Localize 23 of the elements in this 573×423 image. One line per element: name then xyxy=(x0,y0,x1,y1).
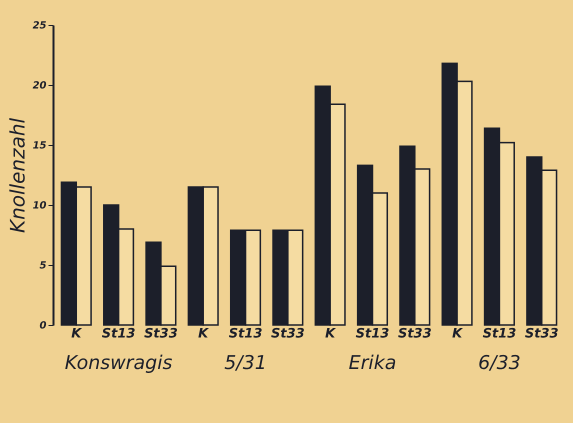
x-tick-label: K xyxy=(198,326,210,342)
x-tick-label: St33 xyxy=(144,326,178,342)
x-tick-label: St13 xyxy=(228,326,262,342)
x-tick-label: K xyxy=(325,326,336,342)
x-tick-label: St13 xyxy=(482,326,516,342)
text: Konswragis xyxy=(64,352,172,374)
x-tick-label: St33 xyxy=(398,326,432,342)
x-tick-label: St33 xyxy=(271,326,305,342)
y-axis-title: Knollenzahl xyxy=(6,118,30,234)
y-tick-label: 5 xyxy=(40,260,47,272)
x-tick-label: K xyxy=(71,326,82,342)
x-tick-label: K xyxy=(452,326,464,342)
x-tick-label: St13 xyxy=(356,326,390,342)
x-tick-label: St33 xyxy=(524,326,559,342)
y-tick-label: 20 xyxy=(32,80,47,92)
text: 6/33 xyxy=(478,352,521,374)
text: 5/31 xyxy=(224,352,267,374)
y-tick-label: 15 xyxy=(32,140,47,152)
text: Erika xyxy=(348,352,396,374)
y-tick-label: 10 xyxy=(32,200,47,212)
x-tick-label: St13 xyxy=(102,326,136,342)
y-tick-label: 0 xyxy=(40,320,47,332)
y-tick-label: 25 xyxy=(32,20,47,32)
